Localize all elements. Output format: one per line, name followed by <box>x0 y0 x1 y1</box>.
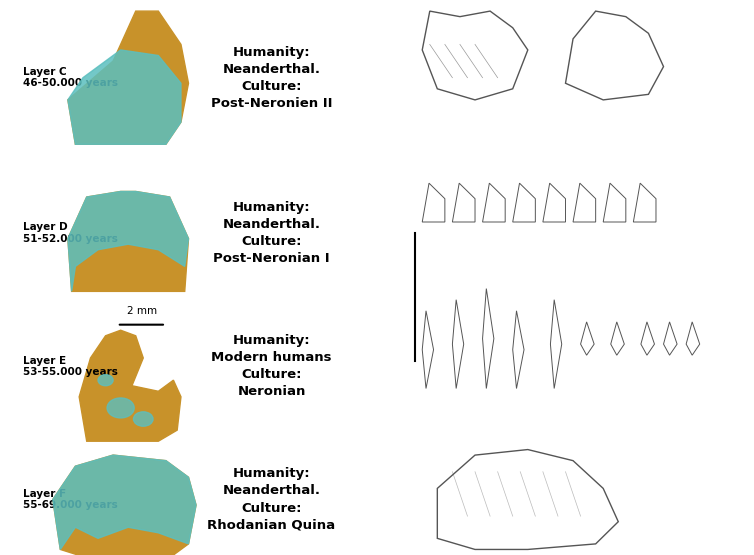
Polygon shape <box>68 11 188 144</box>
Polygon shape <box>68 191 188 291</box>
Polygon shape <box>68 191 188 291</box>
Text: Layer F
55-69.000 years: Layer F 55-69.000 years <box>23 489 118 510</box>
Polygon shape <box>53 455 196 555</box>
Circle shape <box>107 398 134 418</box>
Text: Humanity:
Neanderthal.
Culture:
Post-Neronian I: Humanity: Neanderthal. Culture: Post-Ner… <box>213 201 329 265</box>
Circle shape <box>133 412 153 426</box>
Polygon shape <box>68 50 181 144</box>
Text: Layer E
53-55.000 years: Layer E 53-55.000 years <box>23 356 118 377</box>
Polygon shape <box>79 330 181 441</box>
Text: 2 mm: 2 mm <box>127 306 157 316</box>
Text: Layer C
46-50.000 years: Layer C 46-50.000 years <box>23 67 118 88</box>
Text: Humanity:
Neanderthal.
Culture:
Rhodanian Quina: Humanity: Neanderthal. Culture: Rhodania… <box>207 467 336 532</box>
Text: Humanity:
Modern humans
Culture:
Neronian: Humanity: Modern humans Culture: Neronia… <box>211 334 332 398</box>
Circle shape <box>98 375 113 386</box>
Text: Humanity:
Neanderthal.
Culture:
Post-Neronien II: Humanity: Neanderthal. Culture: Post-Ner… <box>210 46 333 110</box>
Polygon shape <box>53 455 196 549</box>
Text: Layer D
51-52.000 years: Layer D 51-52.000 years <box>23 223 118 244</box>
